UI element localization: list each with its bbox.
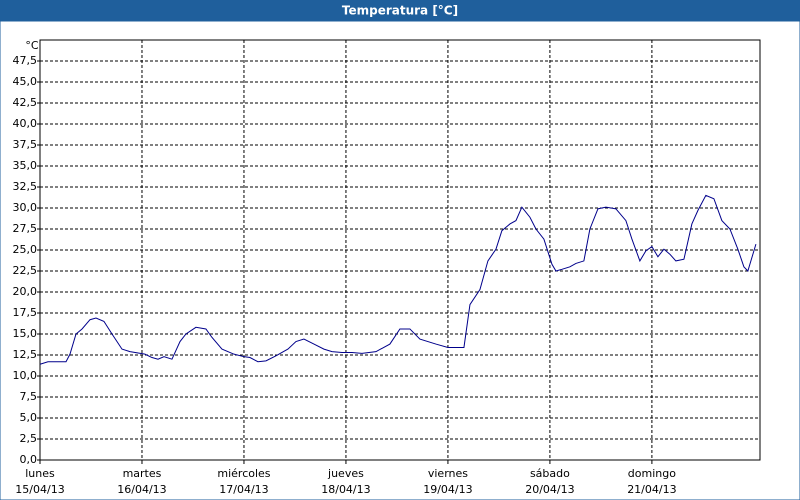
- x-tick-date: 21/04/13: [627, 483, 676, 496]
- y-tick-label: 22,5: [13, 264, 38, 277]
- y-tick-label: 47,5: [13, 54, 38, 67]
- y-tick-label: 2,5: [20, 432, 38, 445]
- y-tick-label: 30,0: [13, 201, 38, 214]
- y-tick-label: 12,5: [13, 348, 38, 361]
- y-tick-label: 32,5: [13, 180, 38, 193]
- chart-title: Temperatura [°C]: [342, 4, 458, 18]
- y-tick-label: 5,0: [20, 411, 38, 424]
- x-tick-date: 18/04/13: [321, 483, 370, 496]
- y-tick-label: 20,0: [13, 285, 38, 298]
- plot-border: [39, 39, 761, 461]
- y-tick-label: 7,5: [20, 390, 38, 403]
- y-tick-label: 0,0: [20, 453, 38, 466]
- y-tick-label: 35,0: [13, 159, 38, 172]
- y-tick-label: 40,0: [13, 117, 38, 130]
- y-tick-label: 37,5: [13, 138, 38, 151]
- y-tick-label: 17,5: [13, 306, 38, 319]
- x-tick-label: domingo: [628, 467, 676, 480]
- y-tick-label: 27,5: [13, 222, 38, 235]
- x-tick-date: 15/04/13: [15, 483, 64, 496]
- x-tick-date: 16/04/13: [117, 483, 166, 496]
- x-tick-date: 19/04/13: [423, 483, 472, 496]
- x-tick-date: 20/04/13: [525, 483, 574, 496]
- y-tick-label: 15,0: [13, 327, 38, 340]
- x-tick-label: jueves: [327, 467, 364, 480]
- x-tick-date: 17/04/13: [219, 483, 268, 496]
- title-bar: [0, 0, 800, 21]
- frame: [0, 20, 800, 500]
- x-tick-label: martes: [123, 467, 162, 480]
- data-line: [39, 194, 757, 365]
- x-tick-label: miércoles: [217, 467, 270, 480]
- x-tick-label: lunes: [25, 467, 55, 480]
- y-tick-label: 42,5: [13, 96, 38, 109]
- y-tick-label: 45,0: [13, 75, 38, 88]
- x-tick-label: viernes: [428, 467, 468, 480]
- y-tick-label: 10,0: [13, 369, 38, 382]
- x-tick-label: sábado: [530, 467, 570, 480]
- y-tick-label: 25,0: [13, 243, 38, 256]
- y-unit: °C: [25, 39, 39, 52]
